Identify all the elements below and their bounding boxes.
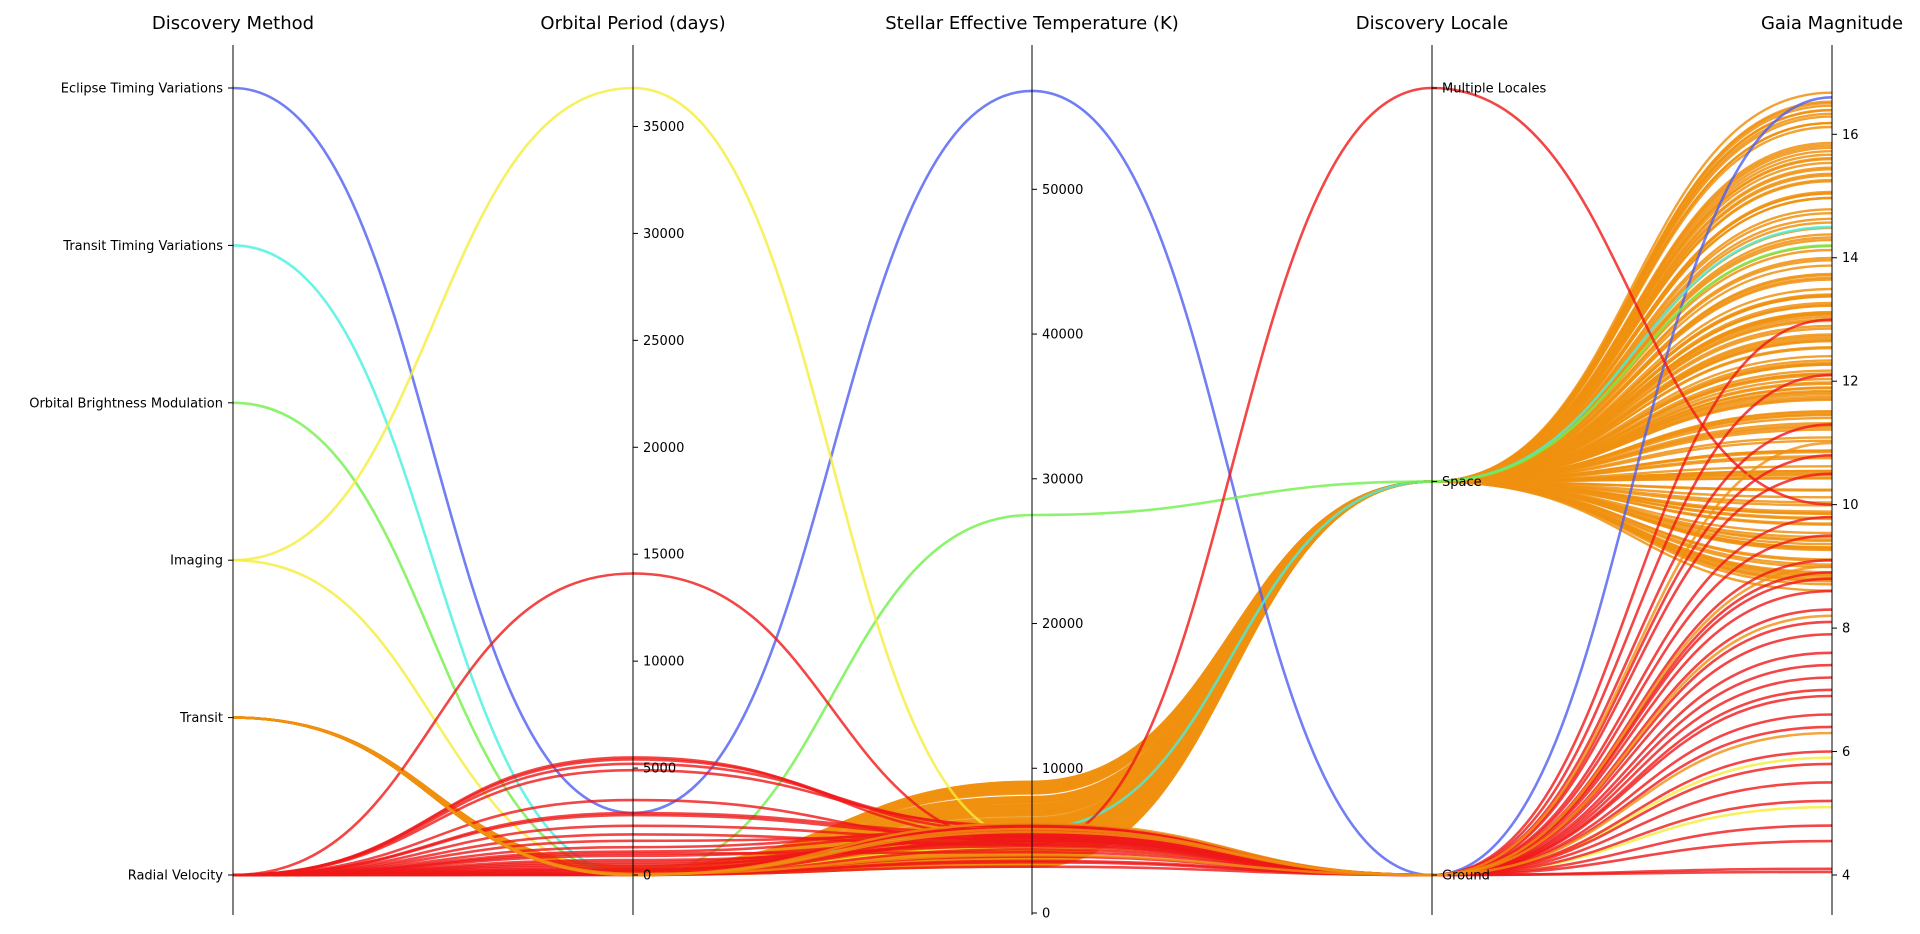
series-line-radial-velocity: [232, 633, 1833, 877]
tick-label: Transit Timing Variations: [62, 239, 223, 254]
tick-label: 15000: [643, 548, 684, 563]
axis-title: Stellar Effective Temperature (K): [885, 13, 1179, 34]
series-line-transit: [232, 441, 1833, 877]
tick-label: 16: [1842, 128, 1859, 143]
series-line-radial-velocity: [232, 725, 1833, 877]
tick-label: Transit: [179, 711, 223, 726]
tick-label: 50000: [1042, 183, 1083, 198]
tick-label: 10: [1842, 498, 1859, 513]
tick-label: 0: [1042, 907, 1050, 922]
tick-label: 25000: [643, 334, 684, 349]
tick-label: 20000: [643, 441, 684, 456]
series-line-radial-velocity: [232, 608, 1833, 877]
series-line-radial-velocity: [232, 694, 1833, 877]
axis-title: Gaia Magnitude: [1761, 13, 1903, 34]
series-lines: [232, 86, 1833, 877]
series-line-radial-velocity: [232, 558, 1833, 877]
series-line-radial-velocity: [232, 577, 1833, 877]
tick-label: 8: [1842, 622, 1850, 637]
tick-label: 14: [1842, 251, 1859, 266]
series-line-transit: [232, 153, 1833, 870]
axes: Discovery Method Radial Velocity Transit Im…: [29, 13, 1903, 922]
tick-label: 10000: [643, 655, 684, 670]
tick-label: 40000: [1042, 328, 1083, 343]
tick-label: Ground: [1442, 869, 1490, 884]
tick-label: Radial Velocity: [128, 869, 224, 884]
tick-label: 6: [1842, 745, 1850, 760]
series-line-radial-velocity: [232, 688, 1833, 877]
tick-label: Imaging: [170, 554, 223, 569]
axis-title: Discovery Method: [152, 13, 314, 34]
tick-label: 30000: [643, 227, 684, 242]
series-line-orbital-brightness-modulation: [232, 244, 1833, 877]
series-line-radial-velocity: [232, 651, 1833, 877]
tick-label: Multiple Locales: [1442, 82, 1546, 97]
tick-label: 12: [1842, 375, 1859, 390]
tick-label: 35000: [643, 120, 684, 135]
axis-title: Orbital Period (days): [540, 13, 725, 34]
tick-label: Space: [1442, 475, 1482, 490]
tick-label: Eclipse Timing Variations: [61, 82, 223, 97]
tick-label: 0: [643, 869, 651, 884]
tick-label: 30000: [1042, 472, 1083, 487]
series-line-radial-velocity: [232, 589, 1833, 877]
tick-label: Orbital Brightness Modulation: [29, 396, 223, 411]
series-line-radial-velocity: [232, 86, 1833, 877]
tick-label: 5000: [643, 762, 676, 777]
axis-title: Discovery Locale: [1356, 13, 1508, 34]
tick-label: 10000: [1042, 762, 1083, 777]
tick-label: 4: [1842, 869, 1850, 884]
tick-label: 20000: [1042, 617, 1083, 632]
